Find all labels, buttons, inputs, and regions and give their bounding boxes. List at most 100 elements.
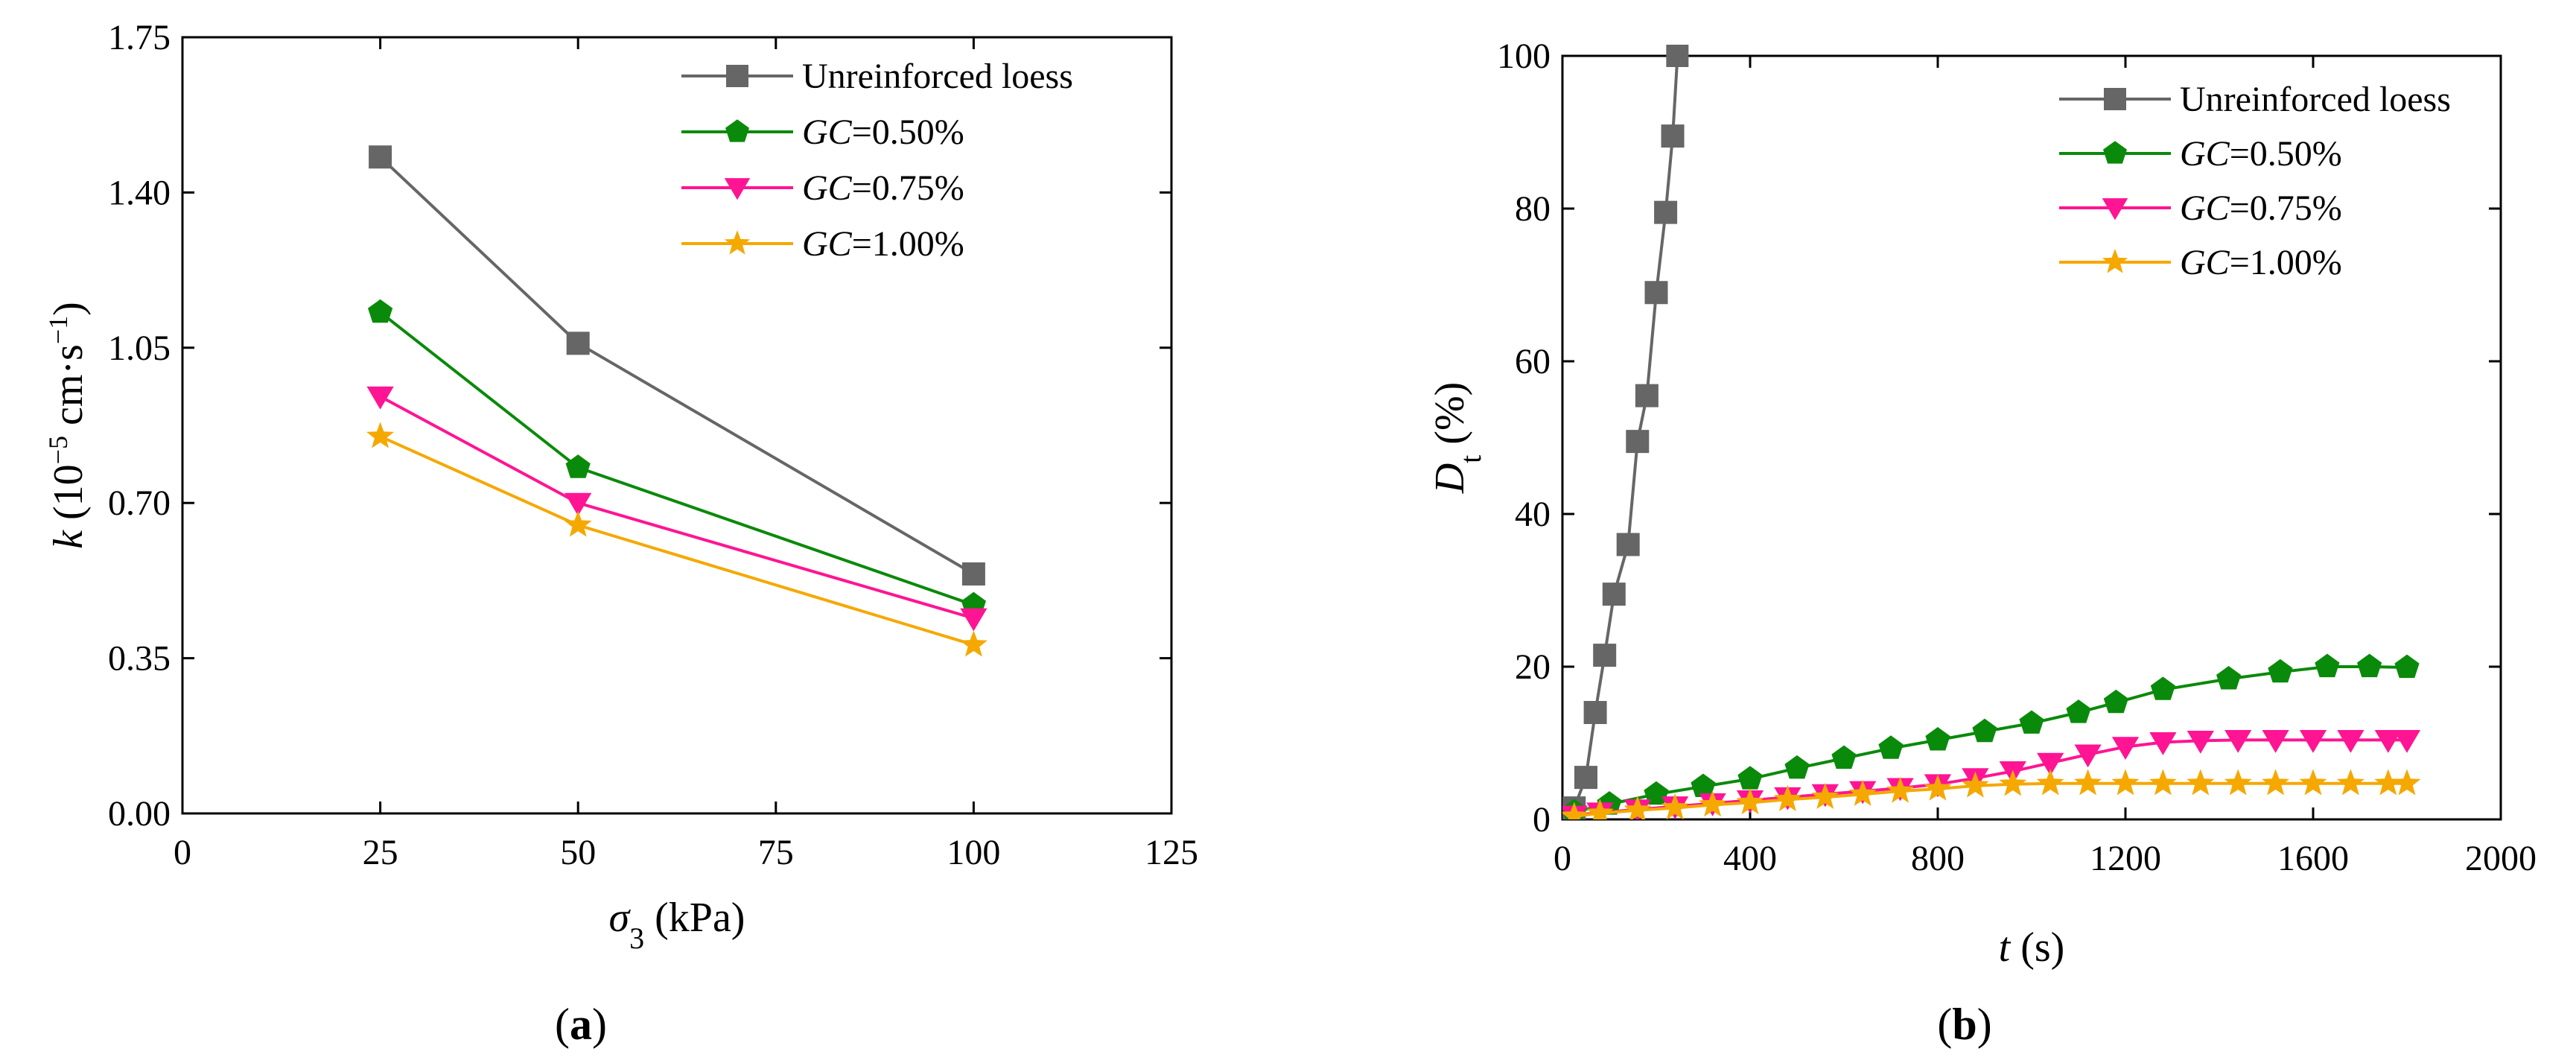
x-tick-label: 1600 [2277, 839, 2349, 878]
data-point [1811, 782, 1839, 809]
data-point [1925, 726, 1950, 751]
data-point [2336, 769, 2364, 796]
data-point [2299, 769, 2327, 796]
data-point [1661, 793, 1689, 819]
data-point [1635, 384, 1659, 407]
data-point [1562, 802, 1588, 819]
data-point [2393, 769, 2421, 796]
legend-marker [2103, 141, 2127, 164]
data-point [1586, 799, 1614, 819]
x-tick-label: 400 [1723, 839, 1777, 878]
legend-marker [2102, 249, 2128, 273]
data-point [2262, 769, 2290, 796]
data-point [2374, 769, 2402, 796]
legend-marker [725, 119, 749, 142]
data-point [2374, 729, 2402, 753]
legend-label: Unreinforced loess [802, 57, 1073, 96]
data-point [2103, 689, 2128, 714]
y-tick-label: 20 [1515, 647, 1551, 687]
plot-frame [1561, 54, 2502, 821]
data-point [2066, 699, 2091, 723]
series-line [379, 435, 974, 647]
legend-marker [2104, 88, 2126, 110]
legend-marker [2102, 198, 2128, 220]
x-tick-label: 25 [363, 833, 398, 872]
plot-area [1562, 56, 2421, 819]
data-point [2019, 710, 2044, 734]
y-tick-label: 80 [1515, 189, 1551, 229]
legend-marker [726, 65, 748, 87]
data-point [2074, 744, 2102, 768]
legend-marker [724, 230, 751, 255]
data-point [961, 562, 985, 585]
data-point [2337, 729, 2364, 753]
data-point [1616, 533, 1640, 556]
y-tick-label: 1.75 [108, 18, 171, 57]
y-tick-label: 1.05 [108, 329, 171, 368]
data-point [2394, 654, 2420, 679]
series-line [379, 156, 975, 576]
data-point [566, 331, 590, 355]
data-point [1972, 718, 1997, 743]
legend-marker [724, 178, 751, 200]
data-point [1784, 755, 1810, 779]
x-tick-label: 125 [1145, 833, 1198, 872]
series-line [379, 311, 975, 606]
data-point [1666, 45, 1689, 67]
data-point [1924, 774, 1952, 801]
data-point [368, 299, 393, 323]
data-point [366, 422, 395, 448]
data-point [2299, 729, 2327, 753]
data-point [565, 492, 592, 516]
data-point [1661, 124, 1685, 148]
data-point [2262, 729, 2289, 753]
data-point [2036, 769, 2064, 796]
legend-label: GC=0.50% [2180, 134, 2342, 174]
chart-panel-b: 0 400 800 1200 1600 2000 0 20 40 60 80 100 t (s) Dt (… [1427, 37, 2537, 1049]
data-point [2149, 732, 2177, 755]
data-point [2187, 730, 2214, 754]
data-point [565, 454, 591, 478]
legend-label: GC=0.75% [2180, 188, 2342, 228]
data-point [1831, 745, 1857, 769]
legend-label: GC=0.75% [802, 168, 964, 208]
data-point [1626, 430, 1650, 454]
y-tick-label: 0.70 [108, 483, 171, 523]
data-point [1623, 796, 1652, 819]
data-point [1848, 779, 1877, 806]
data-point [2216, 665, 2242, 690]
data-point [2224, 729, 2252, 753]
data-point [2357, 653, 2382, 678]
legend-label: GC=0.50% [802, 112, 964, 152]
data-point [1644, 781, 1669, 805]
plot-area [366, 145, 988, 657]
x-tick-label: 800 [1911, 839, 1965, 878]
data-point [1773, 784, 1801, 812]
data-point [2111, 737, 2140, 760]
y-tick-label: 100 [1497, 37, 1551, 76]
data-point [1602, 583, 1626, 606]
data-point [2111, 769, 2140, 796]
data-point [1886, 776, 1915, 803]
x-tick-label: 100 [947, 833, 1000, 872]
x-axis-label: σ3 (kPa) [609, 895, 745, 955]
x-axis-label: t (s) [1999, 924, 2065, 971]
data-point [1644, 281, 1668, 305]
data-point [1736, 788, 1764, 815]
plot-frame [181, 36, 1173, 815]
y-tick-label: 0.00 [108, 794, 171, 834]
data-point [1999, 769, 2027, 796]
legend-label: GC=1.00% [802, 224, 964, 264]
y-tick-label: 0 [1533, 800, 1551, 840]
y-tick-label: 1.40 [108, 173, 171, 212]
data-point [2037, 752, 2064, 776]
data-point [1574, 766, 1597, 790]
y-tick-label: 0.35 [108, 639, 171, 679]
data-point [2150, 676, 2175, 700]
y-axis-label: Dt (%) [1427, 382, 1487, 495]
data-point [2224, 769, 2252, 796]
x-tick-label: 75 [758, 833, 794, 872]
data-point [2187, 769, 2215, 796]
data-point [2268, 658, 2293, 683]
